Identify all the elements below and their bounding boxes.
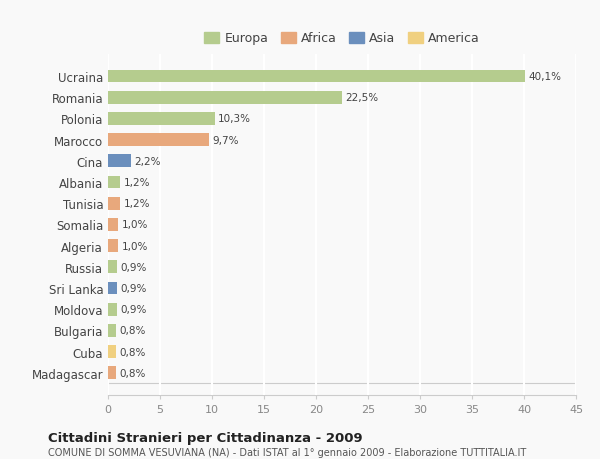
Text: 10,3%: 10,3% <box>218 114 251 124</box>
Bar <box>108 325 116 337</box>
Text: 2,2%: 2,2% <box>134 157 161 167</box>
Text: 1,0%: 1,0% <box>122 241 148 251</box>
Bar <box>108 346 116 358</box>
Bar <box>108 134 209 147</box>
Bar <box>108 176 121 189</box>
Text: 22,5%: 22,5% <box>345 93 378 103</box>
Text: 0,8%: 0,8% <box>119 347 146 357</box>
Bar <box>108 197 121 210</box>
Text: 0,8%: 0,8% <box>119 326 146 336</box>
Text: COMUNE DI SOMMA VESUVIANA (NA) - Dati ISTAT al 1° gennaio 2009 - Elaborazione TU: COMUNE DI SOMMA VESUVIANA (NA) - Dati IS… <box>48 448 526 458</box>
Text: 0,9%: 0,9% <box>121 262 147 272</box>
Text: 40,1%: 40,1% <box>528 72 561 82</box>
Bar <box>108 240 118 252</box>
Bar <box>108 113 215 125</box>
Bar <box>108 92 342 104</box>
Bar <box>108 261 118 274</box>
Bar <box>108 367 116 379</box>
Text: 1,2%: 1,2% <box>124 199 150 209</box>
Bar <box>108 282 118 295</box>
Text: 0,9%: 0,9% <box>121 283 147 293</box>
Legend: Europa, Africa, Asia, America: Europa, Africa, Asia, America <box>199 28 485 50</box>
Bar <box>108 303 118 316</box>
Text: 1,2%: 1,2% <box>124 178 150 188</box>
Bar <box>108 155 131 168</box>
Text: Cittadini Stranieri per Cittadinanza - 2009: Cittadini Stranieri per Cittadinanza - 2… <box>48 431 362 444</box>
Bar <box>108 71 525 83</box>
Text: 9,7%: 9,7% <box>212 135 239 146</box>
Bar <box>108 218 118 231</box>
Text: 1,0%: 1,0% <box>122 220 148 230</box>
Text: 0,8%: 0,8% <box>119 368 146 378</box>
Text: 0,9%: 0,9% <box>121 304 147 314</box>
